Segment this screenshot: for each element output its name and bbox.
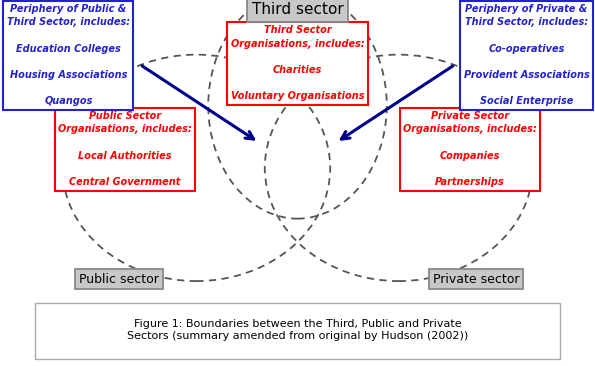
Text: Figure 1: Boundaries between the Third, Public and Private
Sectors (summary amen: Figure 1: Boundaries between the Third, … (127, 319, 468, 341)
Text: Periphery of Public &
Third Sector, includes:

Education Colleges

Housing Assoc: Periphery of Public & Third Sector, incl… (7, 4, 130, 106)
Text: Private Sector
Organisations, includes:

Companies

Partnerships: Private Sector Organisations, includes: … (403, 111, 537, 187)
Text: Public sector: Public sector (79, 273, 159, 285)
Text: Public Sector
Organisations, includes:

Local Authorities

Central Government: Public Sector Organisations, includes: L… (58, 111, 192, 187)
Text: Private sector: Private sector (433, 273, 519, 285)
Text: Third sector: Third sector (252, 2, 343, 17)
Text: Third Sector
Organisations, includes:

Charities

Voluntary Organisations: Third Sector Organisations, includes: Ch… (231, 25, 364, 101)
Text: Periphery of Private &
Third Sector, includes:

Co-operatives

Provident Associa: Periphery of Private & Third Sector, inc… (464, 4, 590, 106)
FancyBboxPatch shape (35, 303, 560, 359)
